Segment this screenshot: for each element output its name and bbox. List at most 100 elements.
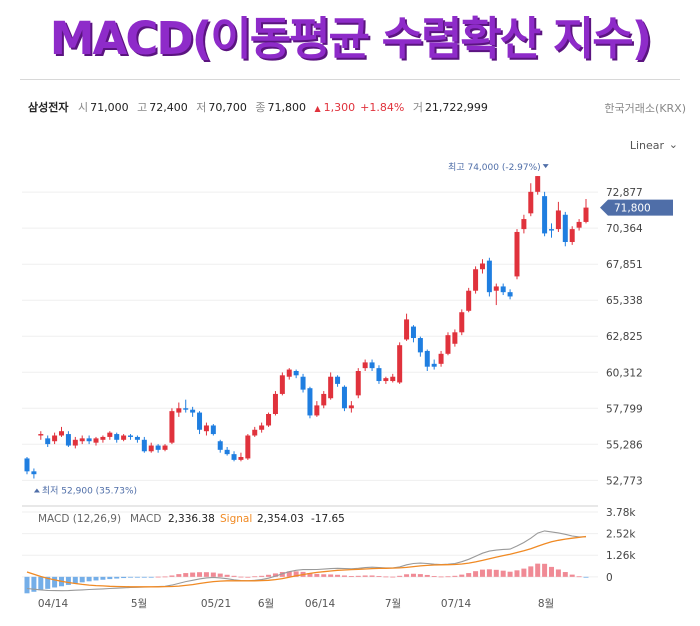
macd-histogram-bar xyxy=(307,573,313,577)
change-up-icon: ▲ xyxy=(314,104,321,113)
macd-histogram-bar xyxy=(107,576,113,580)
x-axis-tick: 6월 xyxy=(258,598,274,610)
change-value: 1,300 xyxy=(323,101,356,114)
macd-histogram-bar xyxy=(452,575,458,577)
high-label: 고 xyxy=(137,101,148,114)
low-value: 70,700 xyxy=(208,101,247,114)
candle-body xyxy=(59,431,65,436)
candle-body xyxy=(452,332,458,344)
macd-axis-tick: 1.26k xyxy=(606,550,636,562)
x-axis-tick: 8월 xyxy=(538,598,554,610)
macd-axis-tick: 3.78k xyxy=(606,507,636,519)
macd-histogram-bar xyxy=(507,571,513,577)
candle-body xyxy=(38,434,44,436)
x-axis-tick: 7월 xyxy=(385,598,401,610)
candle-body xyxy=(169,411,175,443)
macd-histogram-bar xyxy=(266,574,272,577)
scale-dropdown[interactable]: Linear xyxy=(629,139,664,152)
candle-body xyxy=(65,434,71,446)
candle-body xyxy=(259,425,265,430)
candle-body xyxy=(335,376,341,384)
macd-histogram-bar xyxy=(341,575,347,577)
low-label: 저 xyxy=(196,101,207,114)
price-axis-tick: 62,825 xyxy=(606,331,643,343)
candle-body xyxy=(369,362,375,369)
candle-body xyxy=(176,408,182,413)
candle-body xyxy=(321,393,327,406)
macd-histogram-bar xyxy=(141,576,147,578)
candle-body xyxy=(79,438,85,442)
open-label: 시 xyxy=(77,101,89,114)
candle-body xyxy=(52,435,58,442)
candle-body xyxy=(341,386,347,409)
candle-body xyxy=(328,376,334,399)
candle-body xyxy=(134,436,140,440)
macd-histogram-bar xyxy=(383,576,389,578)
macd-histogram-bar xyxy=(397,575,403,577)
candle-body xyxy=(376,368,382,382)
candle-body xyxy=(424,350,430,367)
macd-histogram-bar xyxy=(500,570,506,577)
candle-body xyxy=(569,229,575,242)
macd-histogram-bar xyxy=(38,576,44,591)
macd-legend-params: MACD (12,26,9) xyxy=(38,513,121,525)
candle-body xyxy=(542,196,548,234)
macd-histogram-bar xyxy=(45,576,51,589)
candle-body xyxy=(141,439,147,452)
candle-body xyxy=(197,412,203,430)
chevron-down-icon[interactable]: ⌄ xyxy=(668,138,678,151)
candle-body xyxy=(155,445,161,450)
candle-body xyxy=(514,231,520,277)
candle-body xyxy=(438,353,444,364)
price-axis-tick: 55,286 xyxy=(606,439,643,451)
price-axis-tick: 67,851 xyxy=(606,259,643,271)
candle-body xyxy=(203,425,209,432)
candle-body xyxy=(72,439,78,446)
candle-body xyxy=(417,338,423,353)
candle-body xyxy=(210,425,216,435)
macd-histogram-bar xyxy=(31,576,37,592)
candle-body xyxy=(24,458,30,472)
candle-body xyxy=(272,393,278,414)
macd-histogram-bar xyxy=(121,576,127,579)
macd-histogram-bar xyxy=(486,569,492,577)
price-axis-tick: 70,364 xyxy=(606,223,643,235)
price-axis-tick: 60,312 xyxy=(606,367,643,379)
candle-body xyxy=(583,207,589,222)
candle-body xyxy=(307,388,313,416)
macd-histogram-bar xyxy=(134,576,140,578)
macd-histogram-bar xyxy=(286,571,292,577)
close-value: 71,800 xyxy=(267,101,306,114)
candle-body xyxy=(383,378,389,382)
macd-histogram-bar xyxy=(100,576,106,580)
candle-body xyxy=(500,286,506,293)
macd-histogram-bar xyxy=(162,576,168,578)
macd-histogram-bar xyxy=(52,576,58,588)
macd-histogram-bar xyxy=(569,574,575,577)
candle-body xyxy=(114,434,120,440)
macd-histogram-bar xyxy=(355,575,361,577)
candle-body xyxy=(466,290,472,311)
macd-histogram-bar xyxy=(348,575,354,577)
candle-body xyxy=(217,441,223,450)
quote-summary: 삼성전자 시 71,000 고 72,400 저 70,700 종 71,800 ▲ 1,… xyxy=(28,99,493,115)
candle-body xyxy=(238,457,244,460)
signal-legend-label: Signal xyxy=(220,513,252,525)
exchange-name: 한국거래소(KRX) xyxy=(604,102,686,115)
macd-histogram-bar xyxy=(424,574,430,577)
macd-histogram-bar xyxy=(190,572,196,577)
macd-histogram-bar xyxy=(65,576,71,585)
macd-histogram-bar xyxy=(293,571,299,577)
stock-name: 삼성전자 xyxy=(28,101,69,114)
macd-histogram-bar xyxy=(197,572,203,577)
macd-histogram-bar xyxy=(479,569,485,577)
macd-histogram-bar xyxy=(390,576,396,578)
signal-legend-value: 2,354.03 xyxy=(257,513,304,525)
macd-histogram-bar xyxy=(404,574,410,577)
macd-histogram-bar xyxy=(459,574,465,577)
macd-histogram-bar xyxy=(272,573,278,577)
candle-body xyxy=(397,345,403,383)
x-axis-tick: 07/14 xyxy=(441,598,472,610)
macd-histogram-bar xyxy=(259,575,265,577)
